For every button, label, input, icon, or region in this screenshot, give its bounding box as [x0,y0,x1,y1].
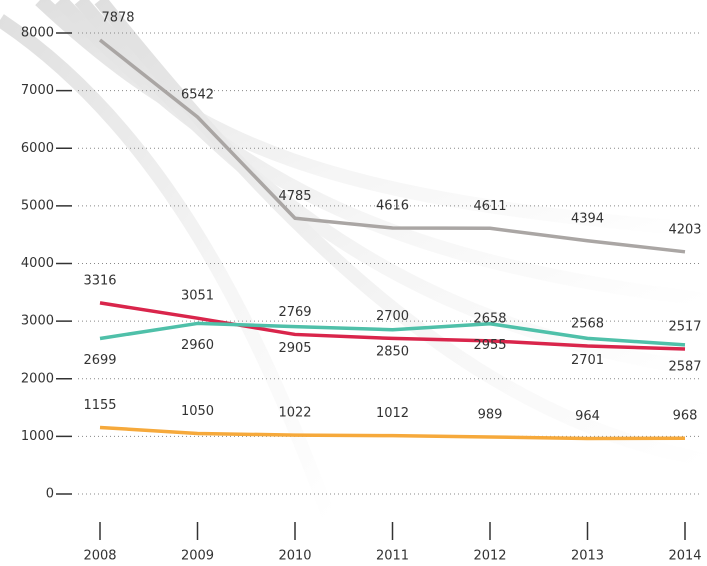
data-label: 4394 [571,211,604,226]
data-label: 2517 [668,319,701,334]
x-tick-label: 2011 [376,549,409,564]
y-tick-label: 3000 [21,314,54,329]
y-tick-label: 4000 [21,256,54,271]
data-label: 2905 [278,341,311,356]
data-label: 3051 [181,289,214,304]
data-label: 968 [673,409,698,424]
data-label: 2769 [278,305,311,320]
data-label: 1050 [181,404,214,419]
data-label: 989 [478,408,503,423]
y-tick-label: 8000 [21,26,54,41]
data-label: 1012 [376,406,409,421]
y-tick-label: 1000 [21,429,54,444]
data-label: 2700 [376,309,409,324]
x-tick-label: 2010 [278,549,311,564]
data-label: 2955 [473,338,506,353]
data-label: 4616 [376,199,409,214]
y-tick-label: 0 [46,487,54,502]
y-tick-label: 6000 [21,141,54,156]
x-tick-label: 2008 [83,549,116,564]
data-label: 2568 [571,317,604,332]
x-tick-label: 2014 [668,549,701,564]
data-label: 4611 [473,199,506,214]
data-label: 2587 [668,359,701,374]
data-label: 6542 [181,88,214,103]
data-label: 1155 [83,398,116,413]
y-tick-label: 5000 [21,198,54,213]
data-label: 2699 [83,353,116,368]
x-tick-label: 2013 [571,549,604,564]
data-label: 2850 [376,344,409,359]
x-tick-label: 2009 [181,549,214,564]
background-decoration [0,0,707,520]
data-label: 7878 [101,11,134,26]
data-label: 964 [575,409,600,424]
data-label: 2658 [473,311,506,326]
y-tick-label: 2000 [21,371,54,386]
data-label: 2960 [181,338,214,353]
y-tick-label: 7000 [21,83,54,98]
data-label: 1022 [278,406,311,421]
data-label: 2701 [571,353,604,368]
data-label: 3316 [83,273,116,288]
data-label: 4785 [278,189,311,204]
x-tick-label: 2012 [473,549,506,564]
chart: 0 1000 2000 3000 4000 5000 6000 7000 8000 2008 200… [0,0,707,566]
data-label: 4203 [668,222,701,237]
